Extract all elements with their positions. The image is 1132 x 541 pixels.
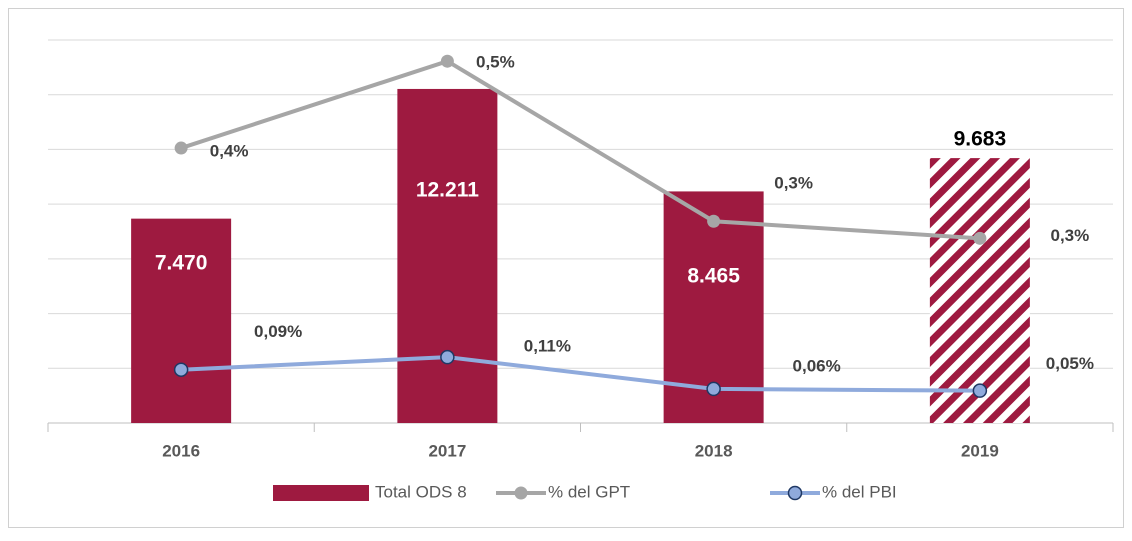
data-label: 0,4% <box>210 142 249 161</box>
data-label: 0,5% <box>476 53 515 72</box>
x-tick-label: 2016 <box>162 441 200 460</box>
legend-label: % del GPT <box>548 482 630 501</box>
line-point <box>174 141 188 155</box>
data-label: 0,06% <box>793 356 841 375</box>
data-label: 0,09% <box>254 322 302 341</box>
data-label: 8.465 <box>687 265 740 288</box>
data-label: 0,11% <box>524 337 571 356</box>
data-label: 0,05% <box>1046 354 1094 373</box>
line-point <box>973 231 987 245</box>
data-label: 12.211 <box>416 179 479 202</box>
bar <box>929 158 1030 424</box>
legend-marker <box>787 485 803 501</box>
x-tick-label: 2018 <box>695 441 733 460</box>
data-label: 0,3% <box>774 174 813 193</box>
legend-marker <box>514 486 528 500</box>
legend-swatch <box>273 485 369 501</box>
x-tick-label: 2019 <box>961 441 999 460</box>
line-point <box>440 54 454 68</box>
line <box>180 59 981 241</box>
legend-label: Total ODS 8 <box>375 482 467 501</box>
data-label: 7.470 <box>155 252 208 275</box>
line-point <box>706 381 721 397</box>
legend-label: % del PBI <box>822 482 897 501</box>
x-tick-label: 2017 <box>428 441 466 460</box>
data-label: 9.683 <box>954 128 1007 151</box>
bar <box>397 88 498 423</box>
line-point <box>972 383 988 398</box>
line-point <box>707 214 721 228</box>
data-label: 0,3% <box>1051 226 1090 245</box>
line-point <box>173 362 189 377</box>
bar <box>131 218 232 423</box>
line <box>181 355 980 393</box>
line-point <box>440 349 455 365</box>
